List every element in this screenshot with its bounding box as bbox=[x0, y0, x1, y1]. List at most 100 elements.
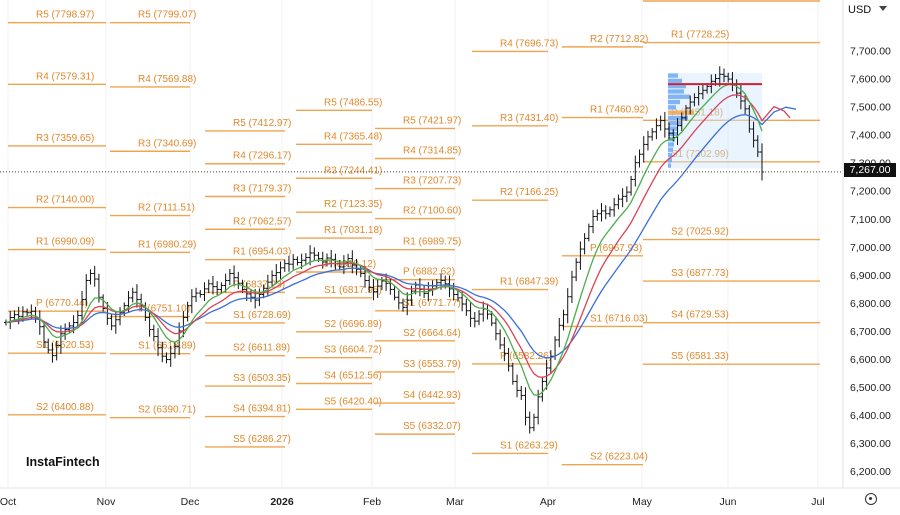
pivot-label: R1 (6954.03) bbox=[233, 247, 291, 258]
pivot-label: R3 (7179.37) bbox=[233, 183, 291, 194]
pivot-label: P (6770.44) bbox=[36, 298, 88, 309]
pivot-label: S2 (6611.89) bbox=[233, 343, 290, 354]
pivot-label: S1 (6728.69) bbox=[233, 310, 291, 321]
price-tick: 7,500.00 bbox=[850, 102, 891, 114]
volume-profile-bar bbox=[668, 105, 676, 110]
instafintech-logo: InstaFintech bbox=[26, 455, 100, 469]
price-axis: 7,700.007,600.007,500.007,400.007,300.00… bbox=[850, 45, 891, 478]
volume-profile-bar bbox=[668, 84, 686, 89]
pivot-label: R3 (7207.73) bbox=[403, 176, 461, 187]
pivot-label: R4 (7296.17) bbox=[233, 151, 291, 162]
pivot-label: R4 (7579.31) bbox=[36, 71, 94, 82]
pivot-label: S2 (6664.64) bbox=[403, 328, 461, 339]
ma-mid-line bbox=[5, 94, 791, 379]
current-price-badge: 7,267.00 bbox=[844, 163, 896, 177]
volume-profile-bar bbox=[668, 163, 671, 168]
price-tick: 6,700.00 bbox=[850, 326, 891, 338]
volume-profile-bar bbox=[668, 121, 682, 126]
pivot-label: P (6882.62) bbox=[403, 267, 455, 278]
volume-profile-bar bbox=[668, 94, 690, 99]
pivot-label: R5 (7486.55) bbox=[324, 97, 382, 108]
pivot-label: R2 (7062.57) bbox=[233, 216, 291, 227]
currency-label[interactable]: USD bbox=[848, 4, 872, 16]
volume-profile-bar bbox=[668, 126, 678, 131]
pivot-label: R1 (7031.18) bbox=[324, 225, 382, 236]
price-tick: 6,500.00 bbox=[850, 382, 891, 394]
date-label: Jun bbox=[720, 496, 737, 508]
volume-profile-bar bbox=[668, 73, 678, 78]
price-tick: 7,100.00 bbox=[850, 214, 891, 226]
pivot-label: P (6582.26) bbox=[500, 351, 552, 362]
pivot-label: R4 (7569.88) bbox=[138, 74, 196, 85]
volume-profile-bar bbox=[668, 142, 674, 147]
pivot-label: S4 (6729.53) bbox=[671, 310, 729, 321]
pivot-label: R2 (7712.82) bbox=[590, 34, 648, 45]
pivot-label: S3 (6877.73) bbox=[671, 268, 729, 279]
date-label: Nov bbox=[97, 496, 116, 508]
price-tick: 6,900.00 bbox=[850, 270, 891, 282]
pivot-label: S3 (6503.35) bbox=[233, 373, 291, 384]
pivot-label: R2 (7166.25) bbox=[500, 187, 558, 198]
price-tick: 6,800.00 bbox=[850, 298, 891, 310]
pivot-label: S1 (6817.95) bbox=[324, 285, 382, 296]
pivot-label: S3 (6604.72) bbox=[324, 345, 382, 356]
pivot-label: P (6837.23) bbox=[233, 279, 285, 290]
price-tick: 7,700.00 bbox=[850, 45, 891, 57]
pivot-label: R1 (6847.39) bbox=[500, 277, 558, 288]
pivot-label: S5 (6286.27) bbox=[233, 434, 291, 445]
value-area-box bbox=[668, 72, 762, 169]
pivot-label: R2 (7123.35) bbox=[324, 199, 382, 210]
volume-profile bbox=[668, 72, 762, 169]
pivot-label: R1 (6989.75) bbox=[403, 237, 461, 248]
moving-averages bbox=[5, 83, 797, 396]
pivot-label: R2 (7100.60) bbox=[403, 206, 461, 217]
pivot-label: S5 (6581.33) bbox=[671, 351, 729, 362]
resistance-line bbox=[0, 83, 843, 173]
pivot-label: S1 (6716.03) bbox=[590, 313, 648, 324]
price-tick: 6,400.00 bbox=[850, 410, 891, 422]
chevron-down-icon[interactable] bbox=[879, 6, 887, 11]
date-label: May bbox=[632, 496, 653, 508]
date-label: Jul bbox=[811, 496, 824, 508]
pivot-label: S1 (6263.29) bbox=[500, 440, 558, 451]
pivot-label: S2 (7025.92) bbox=[671, 227, 729, 238]
pivot-label: S2 (6223.04) bbox=[590, 452, 648, 463]
pivot-label: R1 (6980.29) bbox=[138, 239, 196, 250]
pivot-label: S4 (6512.56) bbox=[324, 371, 382, 382]
pivot-label: R3 (7340.69) bbox=[138, 138, 196, 149]
pivot-label: S2 (6696.89) bbox=[324, 319, 382, 330]
ma-fast-line bbox=[5, 83, 763, 396]
pivot-label: S2 (6400.88) bbox=[36, 402, 94, 413]
volume-profile-bar bbox=[668, 131, 677, 136]
date-label: Mar bbox=[446, 496, 465, 508]
price-tick: 7,200.00 bbox=[850, 186, 891, 198]
pivot-label: S5 (6332.07) bbox=[403, 421, 461, 432]
price-tick: 6,300.00 bbox=[850, 438, 891, 450]
date-label: Oct bbox=[0, 496, 16, 508]
pivot-label: R2 (7111.51) bbox=[138, 203, 195, 214]
pivot-label: R3 (7359.65) bbox=[36, 133, 94, 144]
pivot-label: S1 (6618.89) bbox=[138, 341, 196, 352]
pivot-label: R1 (7728.25) bbox=[671, 30, 729, 41]
pivot-label: R4 (7365.48) bbox=[324, 131, 382, 142]
pivot-label: S1 (7302.99) bbox=[671, 149, 729, 160]
pivot-label: R5 (7412.97) bbox=[233, 118, 291, 129]
pivot-label: S3 (6553.79) bbox=[403, 359, 461, 370]
price-tick: 7,400.00 bbox=[850, 130, 891, 142]
pivot-levels: R5 (7798.97) R4 (7579.31) R3 (7359.65) R2 (… bbox=[8, 0, 820, 466]
pivot-label: R2 (7140.00) bbox=[36, 195, 94, 206]
volume-profile-bar bbox=[668, 89, 684, 94]
date-label: Apr bbox=[540, 496, 557, 508]
pivot-label: R4 (7314.85) bbox=[403, 146, 461, 157]
gear-icon[interactable] bbox=[865, 493, 877, 505]
pivot-label: R1 (7460.92) bbox=[590, 105, 648, 116]
pivot-label: P (6910.12) bbox=[324, 259, 376, 270]
pivot-label: S2 (6390.71) bbox=[138, 405, 196, 416]
pivot-label: S5 (6420.40) bbox=[324, 396, 382, 407]
pivot-label: R3 (7431.40) bbox=[500, 113, 558, 124]
pivot-label: S1 (6620.53) bbox=[36, 340, 94, 351]
date-label: Dec bbox=[181, 496, 200, 508]
pivot-label: S4 (6442.93) bbox=[403, 390, 461, 401]
